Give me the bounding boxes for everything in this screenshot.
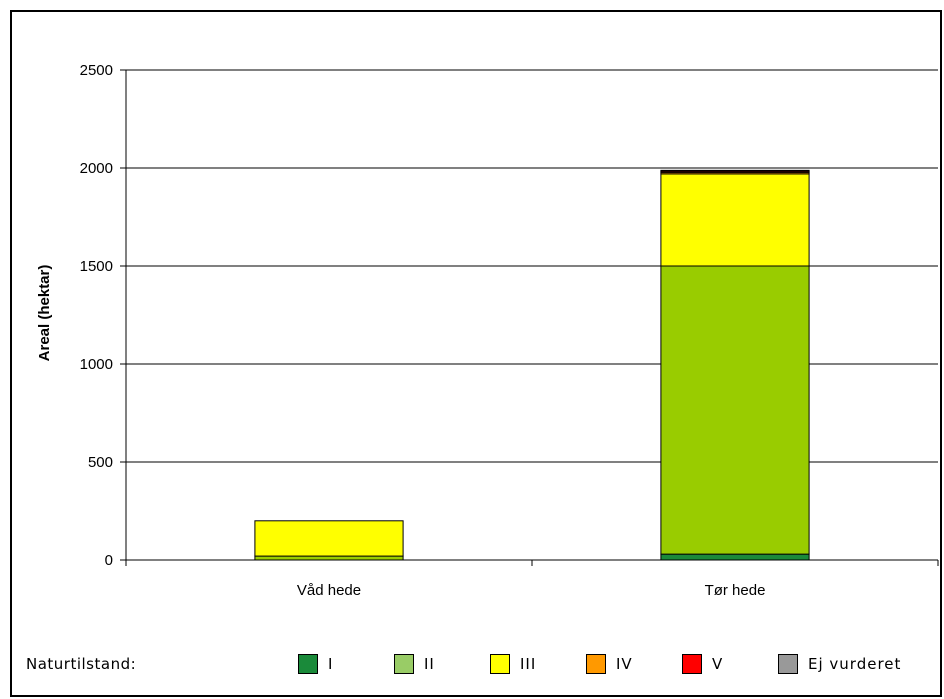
- legend-label: V: [712, 655, 724, 673]
- bar-segment-iii: [660, 173, 810, 267]
- legend-title: Naturtilstand:: [26, 655, 137, 673]
- x-tick-label: Tør hede: [705, 582, 766, 599]
- x-tick-label: Våd hede: [297, 582, 361, 599]
- bar-segment-iii: [254, 520, 404, 557]
- legend-item: V: [682, 652, 723, 676]
- legend-label: III: [520, 655, 537, 673]
- bar-segment-ej-vurderet: [660, 169, 810, 172]
- y-tick-label: 2000: [80, 160, 113, 177]
- legend-label: I: [328, 655, 334, 673]
- y-tick-label: 500: [88, 454, 113, 471]
- legend-swatch: [778, 654, 798, 674]
- y-axis-title: Areal (hektar): [36, 265, 53, 362]
- bar-segment-ii: [660, 265, 810, 555]
- bar-segment-ii: [254, 555, 404, 561]
- legend-label: IV: [616, 655, 633, 673]
- bar-segment-i: [660, 553, 810, 561]
- legend-swatch: [394, 654, 414, 674]
- legend-item: IV: [586, 652, 633, 676]
- legend: Naturtilstand: I II III IV V Ej vurderet: [26, 652, 936, 676]
- legend-item: I: [298, 652, 333, 676]
- legend-item: III: [490, 652, 536, 676]
- legend-label: Ej vurderet: [808, 655, 902, 673]
- axes: 0 500 1000 1500 2000 2500 Våd hede Tør hede: [80, 62, 939, 599]
- legend-swatch: [586, 654, 606, 674]
- legend-label: II: [424, 655, 435, 673]
- legend-item: II: [394, 652, 435, 676]
- legend-swatch: [682, 654, 702, 674]
- legend-swatch: [490, 654, 510, 674]
- y-tick-label: 0: [105, 552, 113, 569]
- legend-item: Ej vurderet: [778, 652, 901, 676]
- gridlines: [126, 69, 938, 463]
- y-tick-label: 2500: [80, 62, 113, 79]
- y-tick-label: 1500: [80, 258, 113, 275]
- y-tick-label: 1000: [80, 356, 113, 373]
- legend-swatch: [298, 654, 318, 674]
- bars: [254, 169, 810, 561]
